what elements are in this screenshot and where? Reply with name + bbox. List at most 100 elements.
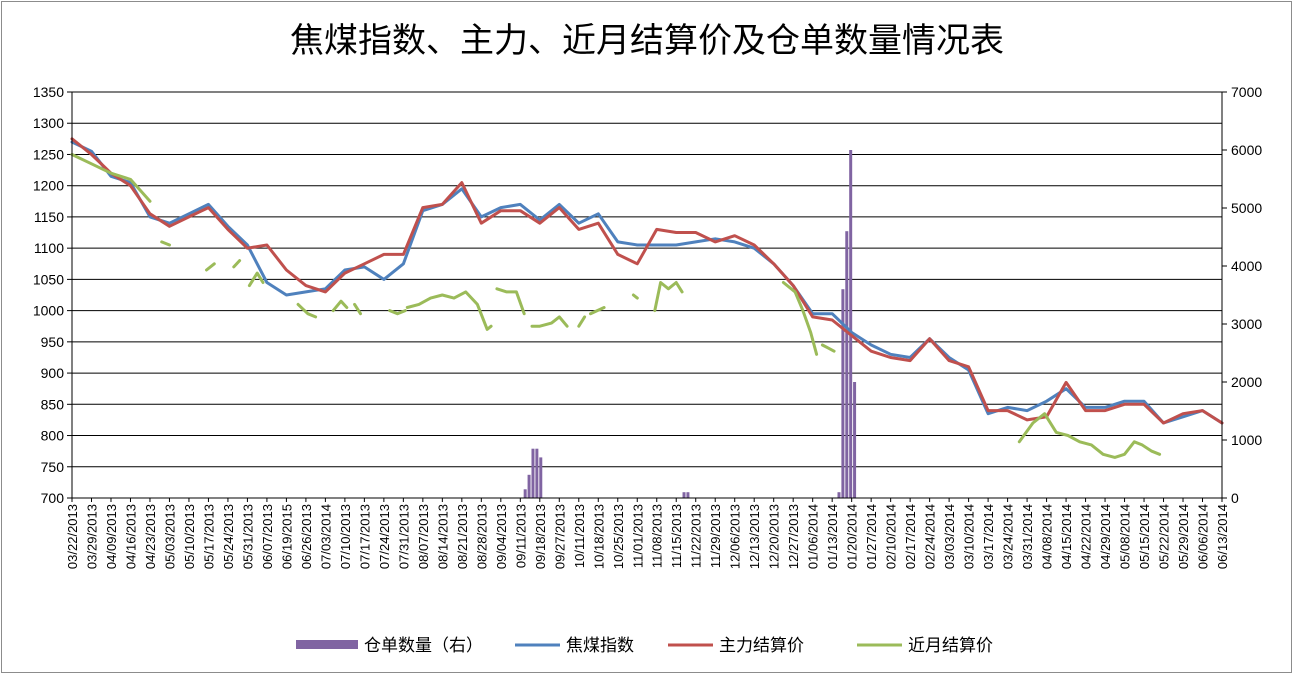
x-tick-label: 06/19/2015: [279, 504, 294, 569]
x-tick-label: 03/10/2014: [962, 504, 977, 569]
x-tick-label: 05/08/2014: [1118, 504, 1133, 569]
gridlines: [72, 91, 1222, 499]
x-tick-label: 02/10/2014: [884, 504, 899, 569]
near-month-settlement-segment: [405, 290, 493, 331]
near-month-settlement-segment: [631, 293, 639, 300]
x-tick-label: 11/29/2013: [708, 504, 723, 568]
x-tick-label: 06/06/2014: [1196, 504, 1211, 569]
x-tick-label: 01/13/2014: [825, 504, 840, 569]
near-month-settlement-segment: [232, 259, 242, 269]
x-tick-label: 06/07/2013: [260, 504, 275, 569]
near-month-settlement-segment: [388, 309, 407, 316]
x-tick-label: 01/20/2014: [845, 504, 860, 569]
x-tick-label: 11/22/2013: [689, 504, 704, 568]
right-y-axis: 7000 6000 5000 4000 3000 2000 1000 0: [1222, 84, 1262, 506]
x-tick-label: 03/22/2013: [65, 504, 80, 569]
x-tick-label: 05/22/2014: [1157, 504, 1172, 569]
legend-item-near-month-settlement: 近月结算价: [857, 636, 993, 656]
x-tick-label: 04/16/2013: [123, 504, 138, 569]
x-tick-label: 09/27/2013: [552, 504, 567, 569]
x-tick-label: 10/18/2013: [591, 504, 606, 569]
left-tick-label: 900: [41, 365, 65, 381]
x-tick-label: 07/24/2013: [377, 504, 392, 569]
legend-label-main-settlement: 主力结算价: [719, 636, 804, 656]
warehouse-receipt-bars: [523, 150, 857, 498]
left-tick-label: 1000: [33, 303, 64, 319]
x-tick-label: 05/29/2014: [1176, 504, 1191, 569]
warehouse-receipt-bar: [523, 489, 527, 498]
warehouse-receipt-bar: [853, 382, 857, 498]
x-tick-label: 08/14/2013: [435, 504, 450, 569]
legend-label-near-month-settlement: 近月结算价: [908, 636, 993, 656]
warehouse-receipt-bar: [535, 448, 539, 498]
x-tick-label: 12/20/2013: [767, 504, 782, 569]
x-tick-label: 11/08/2013: [650, 504, 665, 568]
near-month-settlement-segment: [589, 306, 606, 316]
x-tick-label: 09/11/2013: [513, 504, 528, 568]
x-tick-label: 04/15/2014: [1059, 504, 1074, 569]
legend: 仓单数量（右） 焦煤指数 主力结算价 近月结算价: [296, 636, 993, 656]
x-tick-label: 07/03/2014: [318, 504, 333, 569]
x-tick-label: 02/24/2014: [923, 504, 938, 569]
coking-coal-index-line: [70, 140, 1224, 425]
left-tick-label: 850: [41, 396, 65, 412]
near-month-settlement-segment: [160, 240, 171, 247]
x-tick-label: 12/13/2013: [747, 504, 762, 569]
x-tick-label: 07/17/2013: [357, 504, 372, 569]
left-tick-label: 1300: [33, 115, 64, 131]
left-tick-label: 1250: [33, 146, 64, 162]
right-tick-label: 6000: [1231, 142, 1262, 158]
x-tick-label: 08/21/2013: [455, 504, 470, 569]
near-month-settlement-segment: [820, 343, 836, 353]
x-tick-label: 06/13/2014: [1215, 504, 1230, 569]
warehouse-receipt-bar: [527, 474, 531, 498]
x-tick-label: 04/08/2014: [1040, 504, 1055, 569]
price-lines: [70, 137, 1224, 459]
x-tick-label: 01/06/2014: [806, 504, 821, 569]
left-tick-label: 1350: [33, 84, 64, 100]
x-tick-label: 05/31/2013: [240, 504, 255, 569]
near-month-settlement-segment: [1017, 412, 1162, 459]
x-tick-label: 03/03/2014: [942, 504, 957, 569]
near-month-settlement-segment: [530, 315, 569, 328]
left-tick-label: 750: [41, 459, 65, 475]
x-tick-label: 08/28/2013: [474, 504, 489, 569]
x-tick-label: 01/27/2014: [864, 504, 879, 569]
x-tick-label: 05/03/2013: [162, 504, 177, 569]
x-tick-label: 03/24/2014: [1001, 504, 1016, 569]
x-tick-label: 12/06/2013: [728, 504, 743, 569]
near-month-settlement-segment: [495, 287, 526, 316]
warehouse-receipt-bar: [837, 492, 841, 498]
right-tick-label: 3000: [1231, 316, 1262, 332]
left-tick-label: 1200: [33, 178, 64, 194]
x-tick-label: 02/17/2014: [903, 504, 918, 569]
left-tick-label: 950: [41, 334, 65, 350]
x-tick-label: 11/01/2013: [630, 504, 645, 568]
x-tick-label: 10/25/2013: [611, 504, 626, 569]
right-tick-label: 0: [1231, 490, 1239, 506]
warehouse-receipt-bar: [682, 492, 686, 498]
x-tick-label: 03/17/2014: [981, 504, 996, 569]
x-tick-label: 10/11/2013: [572, 504, 587, 568]
right-tick-label: 5000: [1231, 200, 1262, 216]
warehouse-receipt-bar: [686, 492, 690, 498]
near-month-settlement-segment: [70, 153, 152, 203]
warehouse-receipt-bar: [531, 448, 535, 498]
x-tick-label: 03/29/2013: [84, 504, 99, 569]
near-month-settlement-segment: [577, 315, 587, 328]
near-month-settlement-segment: [331, 299, 349, 313]
x-tick-label: 09/04/2013: [494, 504, 509, 569]
near-month-settlement-segment: [353, 302, 362, 316]
x-tick-label: 09/18/2013: [533, 504, 548, 569]
x-tick-label: 03/31/2014: [1020, 504, 1035, 569]
right-tick-label: 7000: [1231, 84, 1262, 100]
x-tick-label: 04/23/2013: [143, 504, 158, 569]
legend-label-warehouse-receipts: 仓单数量（右）: [364, 636, 483, 656]
legend-item-main-settlement: 主力结算价: [668, 636, 804, 656]
left-tick-label: 1150: [34, 209, 64, 225]
x-tick-label: 12/27/2013: [786, 504, 801, 569]
left-tick-label: 1100: [34, 240, 64, 256]
warehouse-receipt-bar: [849, 150, 853, 498]
right-tick-label: 1000: [1231, 432, 1262, 448]
